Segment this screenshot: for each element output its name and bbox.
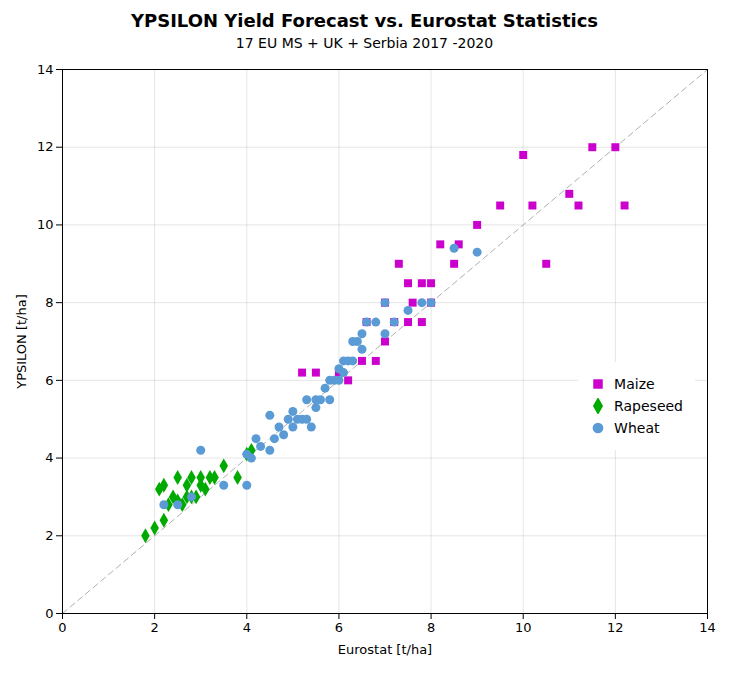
- svg-text:10: 10: [515, 620, 532, 635]
- svg-text:2: 2: [45, 528, 53, 543]
- svg-text:8: 8: [427, 620, 435, 635]
- svg-text:YPSILON [t/ha]: YPSILON [t/ha]: [14, 294, 29, 390]
- svg-text:12: 12: [37, 139, 54, 154]
- svg-text:0: 0: [45, 606, 53, 621]
- svg-text:8: 8: [45, 295, 53, 310]
- html-text:Wheat: Wheat: [614, 420, 660, 437]
- svg-text:10: 10: [37, 217, 54, 232]
- html-text:Maize: Maize: [614, 376, 655, 393]
- html-text:Rapeseed: Rapeseed: [614, 398, 683, 415]
- html-text:17 EU MS + UK + Serbia 2017 -2: 17 EU MS + UK + Serbia 2017 -2020: [235, 35, 494, 51]
- svg-text:12: 12: [607, 620, 624, 635]
- svg-text:6: 6: [335, 620, 343, 635]
- svg-text:2: 2: [151, 620, 159, 635]
- svg-text:4: 4: [243, 620, 251, 635]
- svg-text:4: 4: [45, 450, 53, 465]
- svg-text:14: 14: [699, 620, 716, 635]
- svg-text:0: 0: [58, 620, 66, 635]
- svg-text:Eurostat [t/ha]: Eurostat [t/ha]: [338, 642, 432, 657]
- html-text:YPSILON Yield Forecast vs. Eur: YPSILON Yield Forecast vs. Eurostat Stat…: [130, 10, 598, 31]
- svg-text:6: 6: [45, 373, 53, 388]
- svg-text:14: 14: [37, 62, 54, 77]
